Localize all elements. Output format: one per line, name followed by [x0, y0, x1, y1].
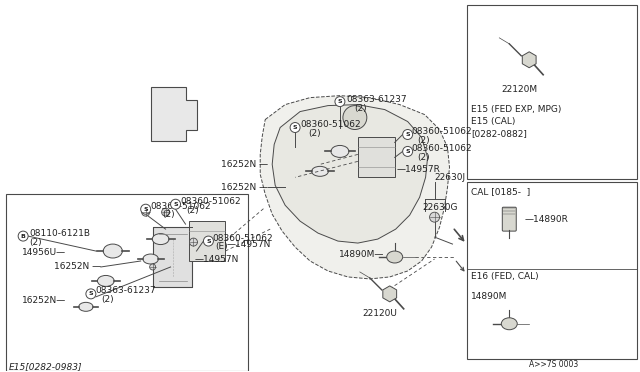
Text: (2): (2) [101, 295, 113, 304]
Text: 08360-51062: 08360-51062 [150, 202, 211, 211]
Text: (E): (E) [216, 241, 228, 251]
Ellipse shape [97, 275, 114, 286]
PathPatch shape [272, 105, 428, 243]
Text: 08110-6121B: 08110-6121B [29, 229, 90, 238]
Circle shape [18, 231, 28, 241]
Text: 14956U—: 14956U— [22, 247, 66, 257]
Ellipse shape [103, 244, 122, 258]
Text: 22630G: 22630G [422, 203, 458, 212]
Ellipse shape [79, 302, 93, 311]
Circle shape [189, 238, 198, 246]
Text: (2): (2) [186, 206, 199, 215]
Ellipse shape [143, 254, 159, 264]
Text: 08363-61237: 08363-61237 [96, 286, 157, 295]
Text: 16252N—: 16252N— [22, 296, 66, 305]
Text: E15 (CAL): E15 (CAL) [472, 117, 516, 126]
Text: 16252N —: 16252N — [221, 183, 268, 192]
Text: (2): (2) [163, 210, 175, 219]
Text: 22120M: 22120M [501, 85, 538, 94]
Text: —14957N: —14957N [227, 240, 271, 248]
Ellipse shape [152, 234, 169, 244]
Text: 22120U: 22120U [362, 309, 397, 318]
Text: S: S [405, 149, 410, 154]
Text: S: S [143, 207, 148, 212]
Text: S: S [338, 99, 342, 104]
Text: 16252N —: 16252N — [54, 263, 101, 272]
Bar [358, 138, 395, 177]
Text: A>>7S 0003: A>>7S 0003 [529, 360, 579, 369]
Text: 08360-51062: 08360-51062 [412, 127, 472, 136]
Bar [467, 5, 637, 179]
Circle shape [204, 236, 213, 246]
Text: 14890M: 14890M [472, 292, 508, 301]
Ellipse shape [331, 145, 349, 157]
Text: S: S [88, 291, 93, 296]
PathPatch shape [260, 96, 449, 279]
Ellipse shape [387, 251, 403, 263]
Circle shape [335, 97, 345, 107]
Polygon shape [383, 286, 397, 302]
Circle shape [86, 289, 96, 299]
Circle shape [429, 212, 440, 222]
Ellipse shape [501, 318, 517, 330]
Circle shape [290, 122, 300, 132]
Circle shape [150, 264, 156, 270]
Text: B: B [20, 234, 26, 238]
Text: 16252N —: 16252N — [221, 160, 268, 169]
Text: E16 (FED, CAL): E16 (FED, CAL) [472, 272, 539, 282]
Circle shape [343, 106, 367, 129]
Circle shape [171, 199, 180, 209]
Bar [153, 227, 193, 287]
Text: —14957N: —14957N [195, 254, 239, 263]
Text: (2): (2) [29, 238, 42, 247]
Text: (2): (2) [308, 129, 321, 138]
Circle shape [162, 208, 170, 216]
Bar [6, 194, 248, 371]
Circle shape [141, 204, 150, 214]
Text: 14890M—: 14890M— [339, 250, 385, 259]
Text: (2): (2) [354, 104, 367, 113]
Ellipse shape [312, 166, 328, 176]
FancyBboxPatch shape [502, 207, 516, 231]
Circle shape [403, 147, 413, 156]
Text: S: S [206, 238, 211, 244]
Text: (2): (2) [418, 153, 430, 162]
Circle shape [403, 129, 413, 140]
Text: 08360-51062: 08360-51062 [212, 234, 273, 243]
Circle shape [141, 208, 150, 216]
Text: 08360-51062: 08360-51062 [180, 197, 241, 206]
Text: 08360-51062: 08360-51062 [412, 144, 472, 153]
Text: [0282-0882]: [0282-0882] [472, 129, 527, 138]
Text: 08360-51062: 08360-51062 [300, 120, 361, 129]
Polygon shape [522, 52, 536, 68]
Text: 22630J: 22630J [435, 173, 466, 182]
Text: S: S [173, 202, 178, 207]
Text: —14957R: —14957R [397, 165, 440, 174]
Text: S: S [292, 125, 298, 130]
Bar [467, 182, 637, 359]
Text: CAL [0185-  ]: CAL [0185- ] [472, 187, 531, 196]
Text: (2): (2) [418, 136, 430, 145]
Bar [189, 221, 225, 261]
Text: 08363-61237: 08363-61237 [346, 95, 406, 104]
Polygon shape [150, 87, 198, 141]
Text: —14890R: —14890R [524, 215, 568, 224]
Text: E15 (FED EXP, MPG): E15 (FED EXP, MPG) [472, 105, 562, 114]
Text: S: S [405, 132, 410, 137]
Text: E15[0282-0983]: E15[0282-0983] [9, 362, 83, 371]
